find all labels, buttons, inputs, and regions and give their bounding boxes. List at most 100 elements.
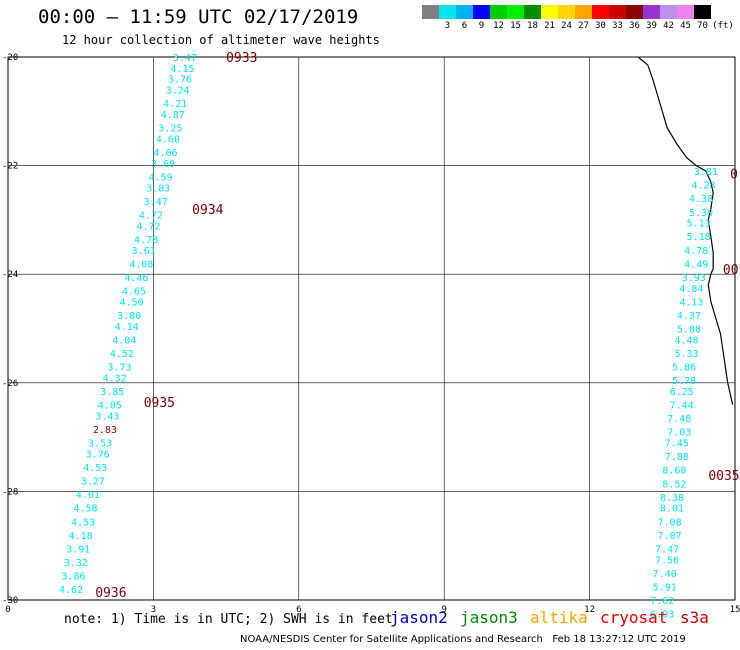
map-subtitle: 12 hour collection of altimeter wave hei… — [62, 33, 380, 47]
legend-swatch — [524, 5, 541, 19]
legend-label: 36 — [629, 21, 640, 31]
wave-height-label: 7.40 — [653, 569, 677, 580]
legend-label: 15 — [510, 21, 521, 31]
wave-height-label: 4.14 — [115, 322, 139, 333]
legend-labels: 3 6 9 12 15 18 21 24 27 30 33 36 39 42 45 70 (ft) — [422, 19, 734, 33]
wave-height-label: 4.15 — [170, 64, 194, 75]
satellite-jason2: jason2 — [390, 608, 448, 627]
wave-height-label: 3.47 — [173, 53, 197, 64]
y-tick-label: -22 — [2, 162, 18, 172]
wave-height-label: 7.45 — [665, 439, 689, 450]
wave-height-label: 4.04 — [112, 335, 136, 346]
pass-time-label: 0933 — [226, 51, 257, 66]
pass-time-label: 0035 — [708, 469, 739, 484]
x-tick-label: 12 — [584, 605, 595, 615]
legend-label: 24 — [561, 21, 572, 31]
wave-height-label: 7.48 — [667, 414, 691, 425]
legend-swatch — [456, 5, 473, 19]
coastline — [637, 56, 734, 405]
wave-height-label: 3.43 — [95, 411, 119, 422]
map-title: 00:00 – 11:59 UTC 02/17/2019 — [38, 6, 359, 28]
wave-height-label: 4.62 — [59, 585, 83, 596]
legend-label: 21 — [544, 21, 555, 31]
wave-height-label: 4.37 — [677, 311, 701, 322]
wave-height-label: 7.88 — [665, 452, 689, 463]
wave-height-label: 4.50 — [120, 297, 144, 308]
legend-label: 18 — [527, 21, 538, 31]
x-tick-label: 6 — [296, 605, 301, 615]
legend-swatch — [694, 5, 711, 19]
wave-height-label: 3.61 — [132, 246, 156, 257]
wave-height-label: 3.93 — [682, 273, 706, 284]
wave-height-label: 5.86 — [672, 363, 696, 374]
wave-height-label: 4.52 — [110, 349, 134, 360]
legend-swatch — [473, 5, 490, 19]
wave-height-label: 2.83 — [93, 425, 117, 436]
credit-line: NOAA/NESDIS Center for Satellite Applica… — [240, 634, 686, 645]
satellite-s3a: s3a — [680, 608, 709, 627]
x-tick-label: 0 — [5, 605, 10, 615]
wave-height-label: 4.49 — [684, 259, 708, 270]
wave-height-label: 4.59 — [149, 172, 173, 183]
coastline-line — [637, 56, 734, 405]
pass-time-label: 0936 — [95, 586, 126, 601]
y-tick-label: -30 — [2, 596, 18, 606]
wave-height-label: 7.08 — [658, 517, 682, 528]
legend-swatch — [541, 5, 558, 19]
legend-label: 45 — [680, 21, 691, 31]
legend-swatch — [592, 5, 609, 19]
wave-height-label: 3.24 — [166, 86, 190, 97]
legend-swatch — [660, 5, 677, 19]
wave-height-label: 3.85 — [100, 387, 124, 398]
y-tick-label: -28 — [2, 487, 18, 497]
satellite-cryosat: cryosat — [600, 608, 668, 627]
legend-swatch — [558, 5, 575, 19]
pass-time-label: 0935 — [144, 396, 175, 411]
wave-height-label: 4.08 — [129, 259, 153, 270]
wave-height-label: 4.05 — [98, 401, 122, 412]
wave-height-label: 8.38 — [660, 493, 684, 504]
wave-height-label: 4.01 — [76, 490, 100, 501]
plot-frame — [7, 56, 736, 601]
legend-label: 6 — [461, 21, 468, 31]
pass-time-label: 0 — [730, 168, 738, 183]
legend-label: 9 — [478, 21, 485, 31]
wave-height-label: 4.13 — [679, 297, 703, 308]
legend-label: 39 — [646, 21, 657, 31]
wave-height-label: 3.73 — [107, 363, 131, 374]
wave-height-label: 3.27 — [81, 477, 105, 488]
wave-height-label: 3.83 — [146, 183, 170, 194]
legend-label: 42 — [663, 21, 674, 31]
satellite-altika: altika — [530, 608, 588, 627]
wave-height-label: 4.87 — [161, 110, 185, 121]
legend-swatch — [643, 5, 660, 19]
wave-height-label: 5.33 — [674, 349, 698, 360]
wave-height-label: 4.72 — [139, 210, 163, 221]
wave-height-label: 4.84 — [679, 284, 703, 295]
wave-height-label: 5.78 — [672, 376, 696, 387]
wave-height-label: 7.62 — [650, 596, 674, 607]
legend-swatches — [422, 5, 711, 19]
wave-height-label: 3.53 — [88, 439, 112, 450]
wave-height-label: 3.81 — [694, 167, 718, 178]
y-tick-label: -24 — [2, 270, 18, 280]
wave-height-label: 4.53 — [71, 517, 95, 528]
wave-height-label: 7.44 — [670, 401, 694, 412]
axis-ticks: 0 3 6 9 12 15 -20 -22 -24 -26 -28 -30 — [2, 53, 740, 615]
x-tick-label: 9 — [441, 605, 446, 615]
y-tick-label: -20 — [2, 53, 18, 63]
credit-text: NOAA/NESDIS Center for Satellite Applica… — [240, 634, 543, 645]
wave-height-label: 5.91 — [653, 582, 677, 593]
wave-height-label: 4.78 — [134, 235, 158, 246]
legend-swatch — [609, 5, 626, 19]
wave-height-label: 4.23 — [691, 181, 715, 192]
pass-time-label: 00 — [723, 263, 739, 278]
wave-height-label: 4.48 — [674, 335, 698, 346]
legend-swatch — [490, 5, 507, 19]
wave-height-label: 3.91 — [66, 544, 90, 555]
wave-height-label: 4.53 — [83, 463, 107, 474]
wave-height-label: 5.30 — [689, 208, 713, 219]
grid-lines — [8, 57, 735, 600]
legend-swatch — [439, 5, 456, 19]
